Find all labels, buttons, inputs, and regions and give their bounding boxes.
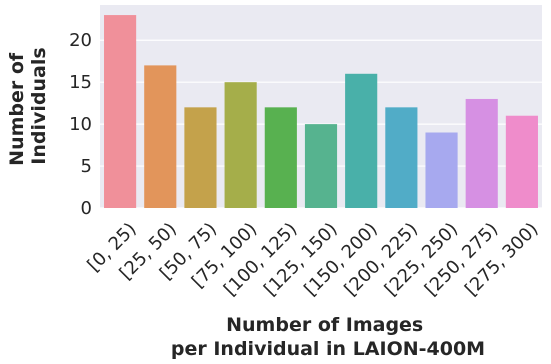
bar	[264, 107, 297, 208]
bar	[304, 124, 338, 208]
bars	[104, 15, 538, 208]
x-axis-title: Number of Images per Individual in LAION…	[171, 314, 485, 360]
bar	[465, 98, 498, 208]
bar	[505, 115, 538, 208]
y-axis-title-line-2: Individuals	[28, 47, 50, 164]
y-tick-labels: 0 5 10 15 20	[69, 30, 92, 219]
bar	[224, 82, 257, 208]
y-tick-label: 10	[69, 114, 92, 135]
x-tick-labels: [0, 25)[25, 50)[50, 75)[75, 100)[100, 12…	[83, 219, 542, 300]
x-axis-title-line-2: per Individual in LAION-400M	[171, 338, 485, 360]
x-axis-title-line-1: Number of Images	[226, 314, 423, 336]
bar	[104, 15, 137, 208]
bar	[425, 132, 458, 208]
bar	[345, 73, 378, 208]
y-tick-label: 15	[69, 72, 92, 93]
bar	[385, 107, 418, 208]
bar	[144, 65, 177, 208]
y-tick-label: 20	[69, 30, 92, 51]
bar	[184, 107, 217, 208]
y-axis-title-line-1: Number of	[6, 52, 28, 166]
y-tick-label: 5	[81, 156, 92, 177]
y-tick-label: 0	[81, 198, 92, 219]
y-axis-title: Number of Individuals	[6, 46, 50, 166]
